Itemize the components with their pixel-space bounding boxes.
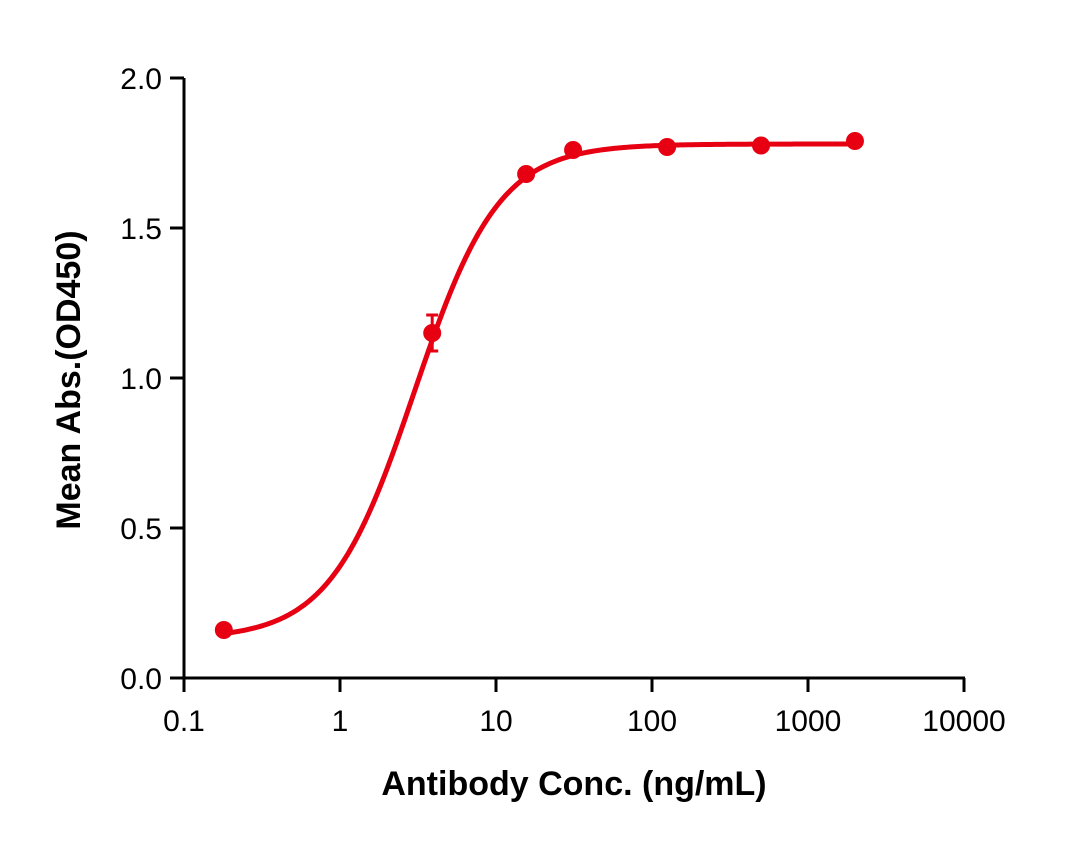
fit-curve [223, 141, 855, 637]
x-tick-label: 10 [479, 705, 512, 738]
x-tick-label: 0.1 [163, 705, 205, 738]
x-tick-label: 100 [627, 705, 677, 738]
data-point [658, 138, 677, 156]
x-axis-label: Antibody Conc. (ng/mL) [381, 765, 766, 803]
y-tick-label: 0.5 [120, 513, 162, 546]
data-point [564, 141, 583, 159]
y-tick-label: 1.5 [120, 213, 162, 246]
data-point [517, 165, 536, 183]
y-tick-label: 2.0 [120, 63, 162, 96]
data-point [214, 621, 233, 639]
data-points [214, 132, 864, 639]
data-point [752, 136, 771, 155]
data-point [423, 324, 442, 342]
y-tick-label: 1.0 [120, 363, 162, 396]
x-tick-label: 10000 [922, 705, 1005, 738]
axes: 0.1 1 10 100 1000 10000 0.0 0.5 1.0 1.5 2.0 [120, 63, 1005, 738]
x-tick-label: 1 [332, 705, 349, 738]
y-tick-label: 0.0 [120, 663, 162, 696]
x-tick-label: 1000 [775, 705, 842, 738]
data-point [845, 132, 864, 150]
y-axis-label: Mean Abs.(OD450) [50, 230, 88, 529]
